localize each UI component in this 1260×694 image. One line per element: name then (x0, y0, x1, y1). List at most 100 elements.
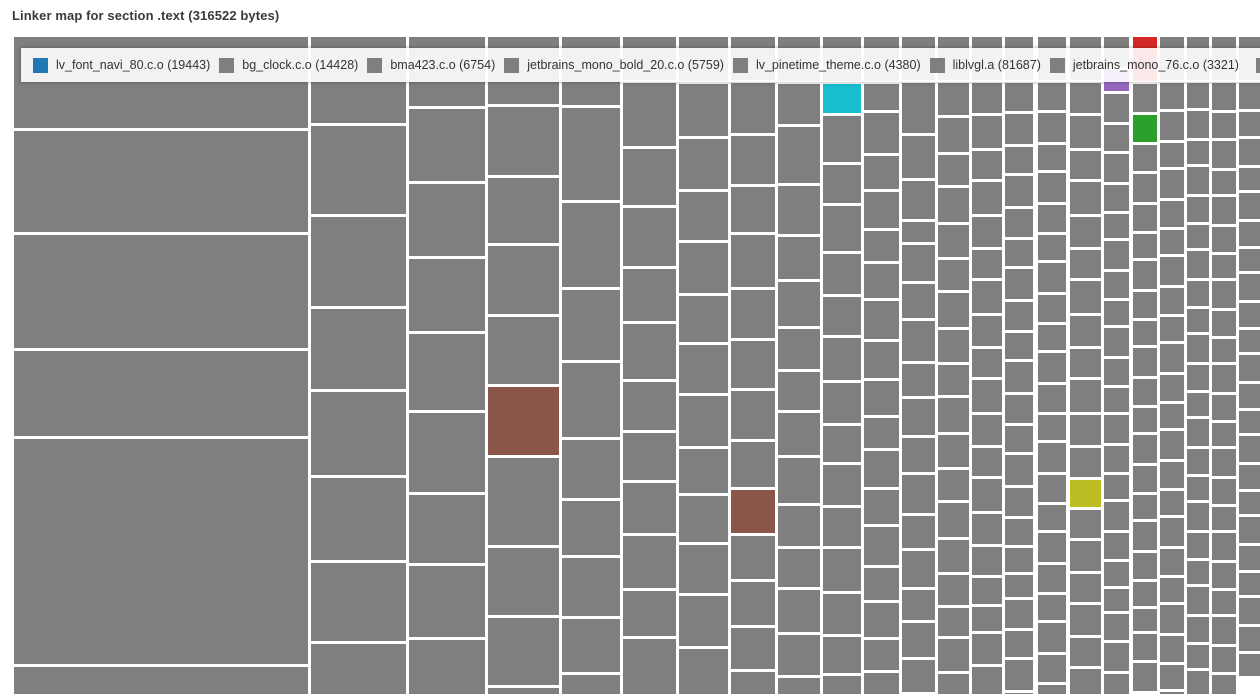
treemap-cell[interactable] (778, 549, 820, 587)
treemap-cell[interactable] (1070, 380, 1101, 412)
treemap-cell[interactable] (972, 479, 1002, 511)
treemap-cell[interactable] (938, 540, 969, 572)
treemap-cell[interactable] (972, 316, 1002, 346)
treemap-cell[interactable] (1187, 335, 1209, 362)
treemap-cell[interactable] (1104, 301, 1129, 325)
treemap-cell[interactable] (1133, 84, 1157, 112)
treemap-cell[interactable] (679, 84, 728, 136)
treemap-cell[interactable] (823, 508, 861, 546)
treemap-cell[interactable] (1160, 230, 1184, 254)
treemap-cell[interactable] (311, 478, 406, 560)
treemap-cell[interactable] (864, 490, 899, 524)
treemap-cell[interactable] (409, 640, 485, 694)
treemap-cell[interactable] (1212, 533, 1236, 560)
treemap-cell[interactable] (562, 203, 620, 287)
treemap-cell[interactable] (1212, 617, 1236, 644)
treemap-cell[interactable] (1038, 475, 1066, 502)
treemap-cell[interactable] (864, 342, 899, 378)
treemap-cell[interactable] (1212, 197, 1236, 224)
treemap-cell[interactable] (1070, 480, 1101, 507)
treemap-cell[interactable] (864, 381, 899, 415)
treemap-cell[interactable] (1239, 492, 1260, 514)
treemap-cell[interactable] (1038, 173, 1066, 202)
treemap-cell[interactable] (823, 676, 861, 694)
treemap-cell[interactable] (488, 548, 559, 615)
treemap-cell[interactable] (938, 470, 969, 500)
treemap-cell[interactable] (562, 619, 620, 672)
treemap-cell[interactable] (731, 442, 775, 487)
treemap-cell[interactable] (1160, 170, 1184, 198)
treemap-cell[interactable] (1239, 222, 1260, 246)
legend-item[interactable]: lv_font_navi_80.c.o (19443) (33, 57, 210, 73)
treemap-cell[interactable] (1038, 385, 1066, 412)
treemap-cell[interactable] (731, 187, 775, 232)
treemap-cell[interactable] (488, 107, 559, 175)
treemap-cell[interactable] (823, 549, 861, 591)
treemap-cell[interactable] (1005, 488, 1033, 516)
treemap-cell[interactable] (1160, 317, 1184, 341)
treemap-cell[interactable] (1070, 415, 1101, 445)
treemap-cell[interactable] (1160, 518, 1184, 546)
treemap-cell[interactable] (623, 269, 676, 321)
treemap-cell[interactable] (1070, 217, 1101, 247)
treemap-cell[interactable] (1133, 466, 1157, 492)
treemap-cell[interactable] (823, 426, 861, 462)
treemap-cell[interactable] (938, 83, 969, 115)
treemap-cell[interactable] (1212, 83, 1236, 110)
treemap-cell[interactable] (778, 282, 820, 326)
treemap-cell[interactable] (1070, 605, 1101, 635)
treemap-cell[interactable] (562, 290, 620, 360)
legend-item[interactable]: jetbrains_mono_bold_20.c.o (5759) (504, 57, 724, 73)
treemap-cell[interactable] (1133, 205, 1157, 231)
treemap-cell[interactable] (1239, 436, 1260, 462)
treemap-cell[interactable] (1133, 174, 1157, 202)
treemap-cell[interactable] (902, 551, 935, 587)
treemap-cell[interactable] (1104, 94, 1129, 122)
treemap-cell[interactable] (938, 398, 969, 432)
treemap-cell[interactable] (1133, 261, 1157, 289)
treemap-cell[interactable] (731, 628, 775, 669)
treemap-cell[interactable] (1070, 182, 1101, 214)
treemap-cell[interactable] (679, 596, 728, 646)
treemap-cell[interactable] (1239, 274, 1260, 300)
treemap-cell[interactable] (1133, 609, 1157, 631)
treemap-cell[interactable] (1187, 365, 1209, 390)
treemap-cell[interactable] (938, 118, 969, 152)
treemap-cell[interactable] (1070, 281, 1101, 313)
treemap-cell[interactable] (1038, 325, 1066, 350)
legend-item[interactable]: bg_clock.c.o (14428) (219, 57, 358, 73)
treemap-cell[interactable] (1160, 201, 1184, 227)
treemap-cell[interactable] (1038, 565, 1066, 592)
treemap-cell[interactable] (938, 155, 969, 185)
treemap-cell[interactable] (1104, 272, 1129, 298)
treemap-cell[interactable] (864, 451, 899, 487)
treemap-cell[interactable] (972, 607, 1002, 631)
treemap-cell[interactable] (1187, 141, 1209, 164)
treemap-cell[interactable] (1038, 235, 1066, 260)
treemap-cell[interactable] (1160, 112, 1184, 140)
treemap-cell[interactable] (488, 458, 559, 545)
treemap-cell[interactable] (778, 635, 820, 675)
treemap-cell[interactable] (1005, 600, 1033, 628)
treemap-cell[interactable] (14, 439, 308, 664)
treemap-cell[interactable] (1070, 669, 1101, 694)
treemap-cell[interactable] (1070, 151, 1101, 179)
treemap-cell[interactable] (1070, 638, 1101, 666)
treemap-cell[interactable] (1212, 449, 1236, 476)
treemap-cell[interactable] (902, 623, 935, 657)
treemap-cell[interactable] (1005, 426, 1033, 452)
treemap-cell[interactable] (1187, 197, 1209, 222)
treemap-cell[interactable] (1104, 643, 1129, 671)
treemap-cell[interactable] (823, 84, 861, 113)
treemap-cell[interactable] (1005, 83, 1033, 111)
treemap-cell[interactable] (731, 391, 775, 439)
treemap-cell[interactable] (823, 594, 861, 634)
treemap-cell[interactable] (562, 440, 620, 498)
treemap-cell[interactable] (1212, 675, 1236, 694)
treemap-cell[interactable] (864, 527, 899, 565)
treemap-cell[interactable] (1070, 316, 1101, 346)
treemap-cell[interactable] (1104, 502, 1129, 530)
treemap-cell[interactable] (1160, 431, 1184, 459)
treemap-cell[interactable] (1160, 462, 1184, 488)
treemap-cell[interactable] (1005, 209, 1033, 237)
